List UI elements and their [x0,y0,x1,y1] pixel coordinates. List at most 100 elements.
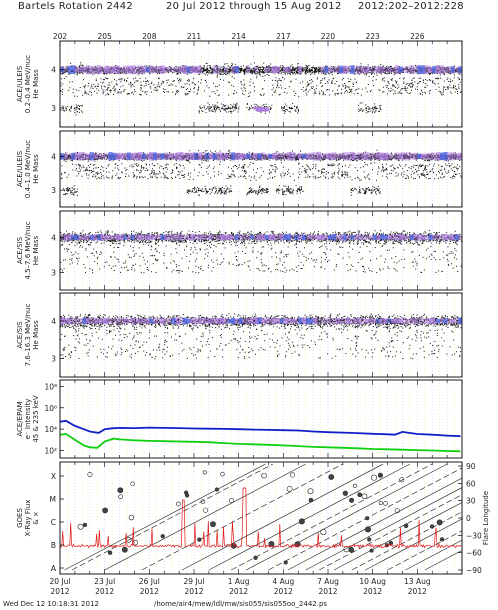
he4-point [432,157,434,159]
he4-point [429,160,431,162]
he4-point [64,68,66,70]
he3-highlight [254,106,258,109]
he3-point [216,105,218,107]
he3-point [382,91,384,93]
he4-point [222,68,224,70]
he4-point [357,72,359,74]
he3-point [297,112,299,114]
he3-point [260,74,262,76]
he4-point [307,66,309,68]
he3-point [74,112,76,114]
he4-point [270,66,272,68]
he4-point [385,67,387,69]
he3-point [390,79,392,81]
he4-band-core [78,66,83,73]
he3-point [212,111,214,113]
he3-point [215,86,217,88]
he3-point [242,90,244,92]
he3-point [88,82,90,84]
he3-point [68,89,70,91]
he3-point [84,84,86,86]
he4-band-core [417,65,422,75]
he4-point [94,70,96,72]
he4-point [204,74,206,76]
he4-point [318,72,320,74]
he3-point [381,73,383,75]
he3-point [243,84,245,86]
he4-point [297,68,299,70]
he4-point [331,68,333,70]
he3-point [452,80,454,82]
he3-point [120,86,122,88]
he3-point [352,85,354,87]
he4-point [408,71,410,73]
he3-point [100,81,102,83]
he4-point [261,66,263,68]
he4-point [173,67,175,69]
he4-point [406,72,408,74]
he4-point [239,71,241,73]
he4-point [223,69,225,71]
he4-band-core [361,66,366,73]
he3-point [212,104,214,106]
he3-point [301,89,303,91]
he3-point [261,94,263,96]
he4-point [202,156,204,158]
he4-point [228,66,230,68]
he4-point [305,72,307,74]
he4-point [372,72,374,74]
he3-point [110,91,112,93]
he4-point [262,70,264,72]
he4-point [319,70,321,72]
he4-band-core [182,65,187,75]
he4-point [227,154,229,156]
he3-point [254,90,256,92]
he3-point [233,103,235,105]
he3-point [380,105,382,107]
he4-point [224,70,226,72]
he4-point [253,68,255,70]
he4-point [371,67,373,69]
he3-point [443,90,445,92]
he3-point [122,85,124,87]
he3-point [140,94,142,96]
he3-point [368,111,370,113]
he3-point [437,83,439,85]
he4-point [415,156,417,158]
he4-point [281,157,283,159]
he3-point [317,77,319,79]
he3-point [262,105,264,107]
he4-point [415,71,417,73]
he4-point [176,71,178,73]
he4-point [94,72,96,74]
he3-point [60,85,62,87]
he3-point [106,89,108,91]
he4-point [204,70,206,72]
he3-point [398,86,400,88]
he3-point [82,94,84,96]
he4-point [322,73,324,75]
he3-point [127,77,129,79]
he3-point [243,79,245,81]
he4-point [119,69,121,71]
he3-point [291,108,293,110]
he3-point [216,65,218,67]
he4-point [106,73,108,75]
he4-point [63,68,65,70]
he4-point [218,68,220,70]
he3-point [159,86,161,88]
he3-point [345,87,347,89]
he4-point [120,68,122,70]
he3-point [216,108,218,110]
he4-point [209,65,211,67]
he4-point [211,68,213,70]
he4-point [211,71,213,73]
he4-point [384,67,386,69]
he4-point [120,67,122,69]
he3-point [270,108,272,110]
he3-point [109,84,111,86]
he3-point [94,90,96,92]
he3-point [268,65,270,67]
he4-point [373,67,375,69]
